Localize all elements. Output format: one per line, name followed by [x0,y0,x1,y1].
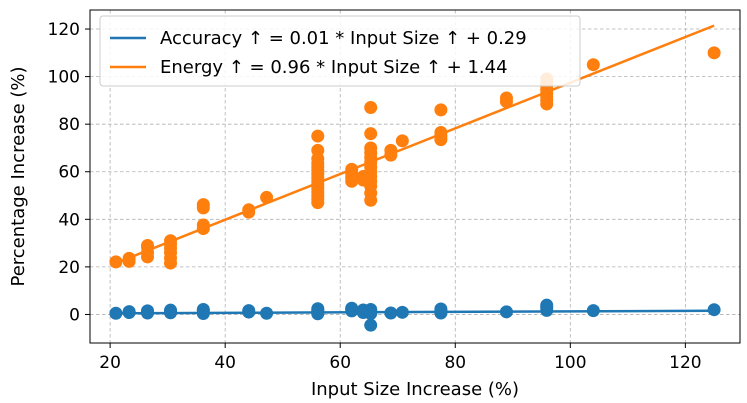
accuracy-point [384,306,398,320]
accuracy-point [395,305,409,319]
x-tick-label: 20 [99,353,121,373]
y-tick-label: 0 [69,305,80,325]
accuracy-point [586,304,600,318]
fit-line-accuracy [115,309,715,315]
energy-point [499,91,513,105]
energy-point [395,134,409,148]
data-points [109,46,721,332]
x-tick-label: 60 [329,353,351,373]
legend-label-accuracy: Accuracy ↑ = 0.01 * Input Size ↑ + 0.29 [160,28,527,49]
y-tick-label: 100 [48,68,80,88]
energy-point [434,125,448,139]
x-tick-label: 40 [214,353,236,373]
energy-point [311,143,325,157]
accuracy-point [196,302,210,316]
fit-lines [115,24,715,315]
accuracy-point [260,306,274,320]
accuracy-point [109,306,123,320]
y-tick-label: 80 [58,115,80,135]
y-tick-label: 20 [58,258,80,278]
axis-ticks: 20 40 60 80 100 120 0 20 40 60 80 100 120 [48,20,702,373]
accuracy-point [434,302,448,316]
energy-point [122,251,136,265]
energy-point [384,143,398,157]
legend-box [99,15,581,87]
energy-point [364,101,378,115]
energy-point [364,141,378,155]
energy-point [141,238,155,252]
accuracy-point [707,303,721,317]
legend: Accuracy ↑ = 0.01 * Input Size ↑ + 0.29 … [99,15,581,87]
energy-point [196,218,210,232]
y-tick-label: 60 [58,163,80,183]
energy-point [109,255,123,269]
accuracy-point [242,304,256,318]
accuracy-point [364,318,378,332]
accuracy-point [122,305,136,319]
x-tick-label: 80 [444,353,466,373]
energy-point [196,198,210,212]
accuracy-point [499,305,513,319]
legend-label-energy: Energy ↑ = 0.96 * Input Size ↑ + 1.44 [160,57,508,78]
accuracy-point [311,305,325,319]
y-axis-label: Percentage Increase (%) [8,66,29,286]
x-tick-label: 120 [669,353,701,373]
accuracy-point [164,303,178,317]
x-axis-label: Input Size Increase (%) [311,379,519,400]
energy-point [434,103,448,117]
energy-point [586,58,600,72]
accuracy-point [141,305,155,319]
energy-point [311,129,325,143]
y-tick-label: 120 [48,20,80,40]
fit-line-energy [115,24,715,265]
accuracy-point [364,305,378,319]
accuracy-point [540,298,554,312]
energy-point [707,46,721,60]
x-tick-label: 100 [554,353,586,373]
accuracy-point [345,302,359,316]
energy-point [260,190,274,204]
energy-point [364,127,378,141]
y-tick-label: 40 [58,210,80,230]
energy-point [345,162,359,176]
energy-point [242,203,256,217]
energy-point [164,234,178,248]
plot-frame [89,9,741,344]
